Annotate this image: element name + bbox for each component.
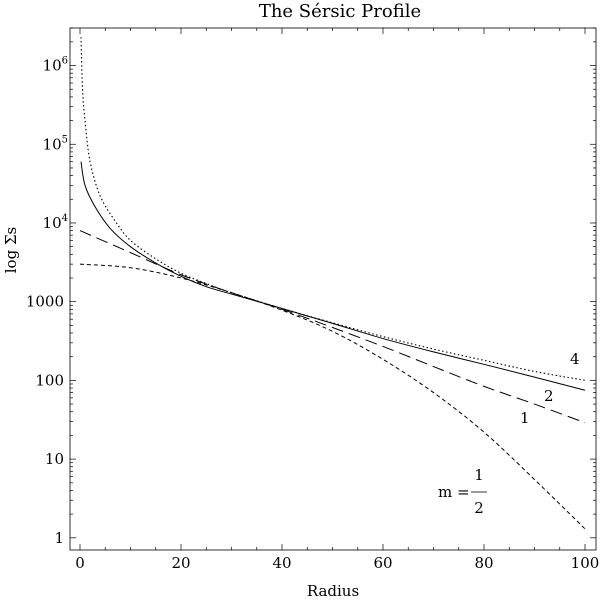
x-axis-label: Radius [307,582,359,600]
plot-area [69,27,597,551]
series-line-m-1-2 [79,263,586,530]
x-tick-label: 20 [171,554,190,572]
y-tick-label: 105 [43,134,68,153]
y-axis-label: log Σs [2,227,20,274]
series-line-m-2 [80,161,586,391]
curve-label-1: 1 [520,409,530,427]
plot-frame [69,27,597,551]
m-label-denominator: 2 [474,499,484,517]
y-axis-label-group: log Σs [2,227,20,274]
series-group [79,37,586,530]
curve-label-2: 2 [544,387,554,405]
y-tick-label: 10 [45,450,64,468]
x-tick-label: 0 [75,554,85,572]
y-tick-label: 1 [54,529,64,547]
series-line-m-1 [79,230,586,424]
x-tick-label: 60 [373,554,392,572]
x-tick-label: 40 [272,554,291,572]
x-axis: 0 20 40 60 80 100 [75,28,599,572]
m-half-label: m = 1 2 [438,466,487,517]
m-label-prefix: m = [438,483,470,501]
m-label-numerator: 1 [474,466,484,484]
curve-label-4: 4 [570,350,580,368]
y-tick-label: 104 [43,213,68,232]
y-axis: 1 10 100 1000 104 105 106 [26,27,596,547]
x-tick-label: 100 [571,554,600,572]
series-line-m-4 [80,37,586,381]
x-tick-label: 80 [474,554,493,572]
y-tick-label: 100 [35,371,64,389]
y-tick-label: 1000 [26,293,64,311]
y-tick-label: 106 [43,56,68,75]
chart-title: The Sérsic Profile [259,1,421,22]
